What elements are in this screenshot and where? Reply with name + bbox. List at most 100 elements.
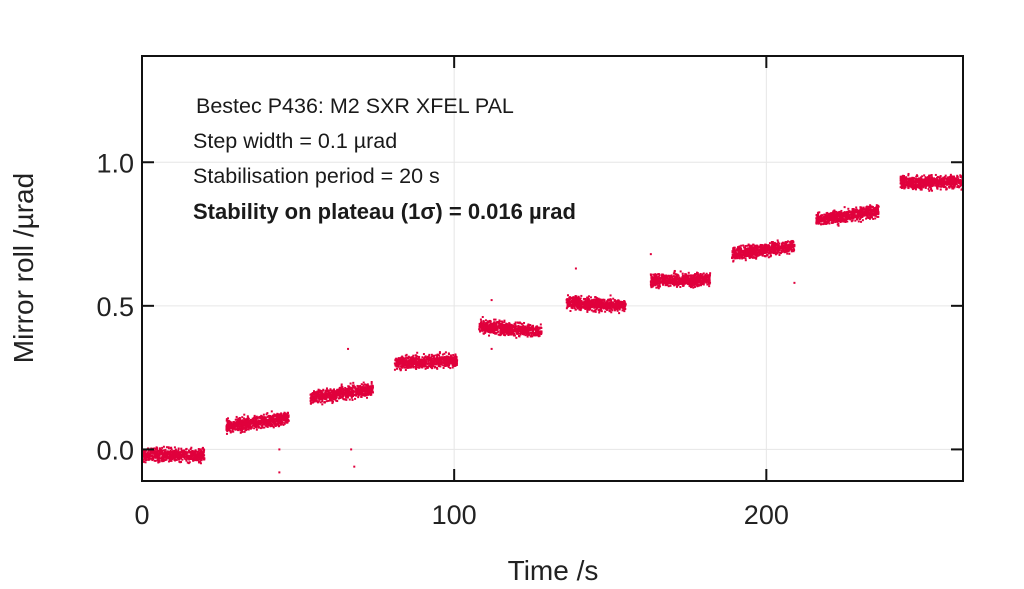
data-point: [188, 456, 191, 459]
data-point: [510, 333, 513, 336]
data-point: [400, 362, 403, 365]
data-point: [401, 355, 404, 358]
data-point: [707, 276, 710, 279]
data-point: [661, 277, 664, 280]
data-point: [271, 423, 274, 426]
data-point: [573, 305, 576, 308]
data-point: [258, 422, 261, 425]
data-point: [239, 425, 242, 428]
data-point: [263, 423, 266, 426]
data-point: [238, 418, 241, 421]
data-point: [709, 272, 712, 275]
data-point: [494, 325, 497, 328]
data-point: [336, 400, 339, 403]
data-point: [335, 399, 338, 402]
data-point: [144, 461, 147, 464]
data-point: [486, 320, 489, 323]
data-point: [225, 432, 228, 435]
data-point: [497, 326, 500, 329]
data-point: [490, 327, 493, 330]
data-point: [578, 301, 581, 304]
data-point: [341, 393, 344, 396]
data-point: [684, 274, 687, 277]
data-point: [314, 392, 317, 395]
data-point: [674, 277, 677, 280]
data-point: [696, 281, 699, 284]
data-point: [270, 410, 273, 413]
data-point: [241, 416, 244, 419]
data-point: [450, 358, 453, 361]
data-point: [512, 329, 515, 332]
data-point: [701, 273, 704, 276]
data-point: [192, 457, 195, 460]
data-point: [283, 411, 286, 414]
data-point: [191, 455, 194, 458]
data-point: [360, 395, 363, 398]
data-point: [147, 458, 150, 461]
data-point: [150, 457, 153, 460]
data-point: [165, 458, 168, 461]
data-point: [265, 425, 268, 428]
data-point: [359, 387, 362, 390]
data-point: [277, 421, 280, 424]
data-point: [504, 330, 507, 333]
data-point: [655, 286, 658, 289]
data-point: [267, 420, 270, 423]
data-point: [401, 365, 404, 368]
data-point: [497, 330, 500, 333]
data-point: [595, 299, 598, 302]
data-point: [650, 286, 653, 289]
data-point: [339, 391, 342, 394]
data-point: [253, 414, 256, 417]
data-point: [658, 283, 661, 286]
data-point: [481, 328, 484, 331]
data-point: [320, 389, 323, 392]
data-point: [449, 356, 452, 359]
data-point: [153, 447, 156, 450]
data-point: [181, 452, 184, 455]
data-point: [687, 283, 690, 286]
data-point: [245, 425, 248, 428]
data-point: [332, 400, 335, 403]
data-point: [164, 456, 167, 459]
data-point: [159, 448, 162, 451]
data-point: [245, 420, 248, 423]
data-point: [274, 425, 277, 428]
data-point: [597, 302, 600, 305]
data-point: [438, 354, 441, 357]
data-point: [173, 449, 176, 452]
data-point: [396, 362, 399, 365]
data-point: [190, 446, 193, 449]
data-point: [330, 390, 333, 393]
data-point: [351, 398, 354, 401]
data-point: [496, 331, 499, 334]
data-point: [670, 282, 673, 285]
data-point: [589, 296, 592, 299]
data-point: [454, 364, 457, 367]
data-point: [355, 389, 358, 392]
data-point: [158, 460, 161, 463]
data-point: [480, 326, 483, 329]
data-point: [451, 359, 454, 362]
data-point: [454, 355, 457, 358]
data-point: [624, 303, 627, 306]
data-point: [497, 333, 500, 336]
data-point: [322, 395, 325, 398]
data-point: [427, 365, 430, 368]
data-point: [696, 285, 699, 288]
data-point: [401, 359, 404, 362]
data-point: [525, 332, 528, 335]
data-point: [671, 283, 674, 286]
data-point: [265, 413, 268, 416]
data-point: [324, 397, 327, 400]
data-point: [187, 454, 190, 457]
data-point: [661, 273, 664, 276]
data-point: [411, 358, 414, 361]
data-point: [579, 305, 582, 308]
data-point: [283, 415, 286, 418]
data-point: [198, 454, 201, 457]
data-point: [517, 325, 520, 328]
data-point: [674, 275, 677, 278]
data-point: [273, 414, 276, 417]
data-point: [655, 281, 658, 284]
